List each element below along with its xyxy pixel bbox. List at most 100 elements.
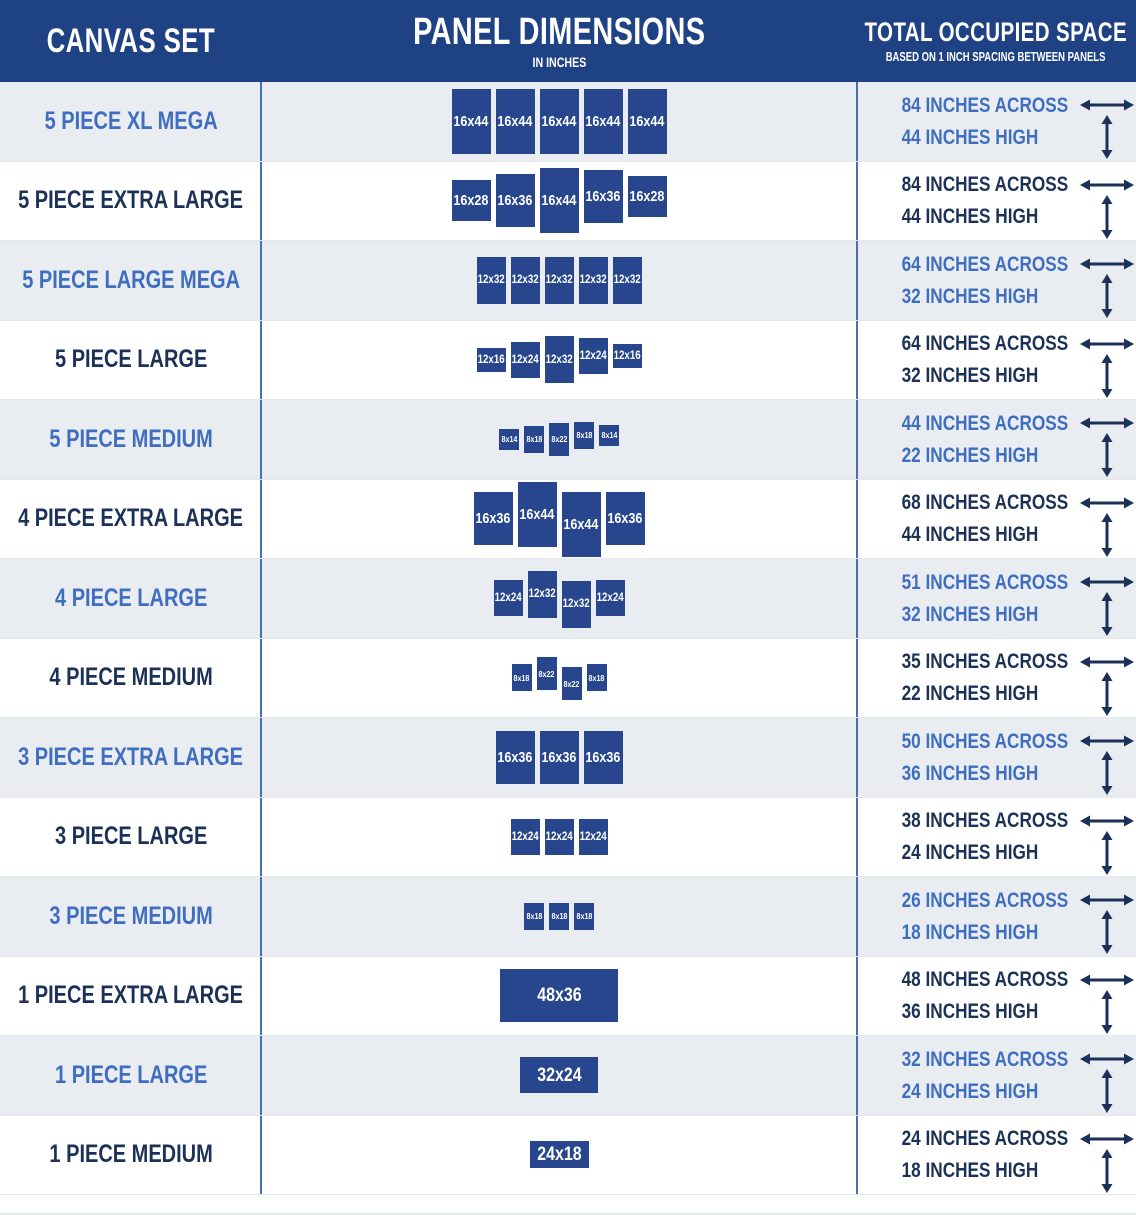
- canvas-panel: 8x22: [536, 657, 557, 691]
- total-across-line: 68 INCHES ACROSS: [882, 487, 1136, 519]
- canvas-set-label: 5 PIECE XL MEGA: [44, 106, 218, 135]
- canvas-panel: 8x18: [511, 664, 532, 692]
- total-high-line: 22 INCHES HIGH: [882, 671, 1136, 716]
- total-across-label: 44 INCHES ACROSS: [901, 410, 1069, 435]
- vertical-double-arrow-icon: [1078, 274, 1136, 319]
- canvas-panel: 16x36: [495, 730, 535, 784]
- header-title-canvas-set: CANVAS SET: [46, 22, 216, 60]
- table-body: 5 PIECE XL MEGA 16x44 16x44 16x44 16x44 16x44…: [0, 82, 1136, 1195]
- total-occupied-space-cell: 24 INCHES ACROSS 18 INCHES HIGH: [856, 1115, 1136, 1195]
- total-occupied-space-cell: 50 INCHES ACROSS 36 INCHES HIGH: [856, 718, 1136, 797]
- panel-size-label: 8x22: [538, 668, 555, 679]
- panel-size-label: 8x18: [551, 911, 567, 921]
- table-row: 5 PIECE EXTRA LARGE 16x28 16x36 16x44 16x36 1…: [0, 161, 1136, 241]
- canvas-panel: 12x16: [612, 343, 642, 368]
- canvas-set-label: 4 PIECE EXTRA LARGE: [18, 504, 244, 533]
- horizontal-double-arrow-icon: [1078, 653, 1136, 671]
- panel-size-label: 8x18: [513, 672, 530, 683]
- panel-size-label: 12x16: [477, 352, 505, 366]
- canvas-set-cell: 3 PIECE MEDIUM: [0, 877, 262, 956]
- total-across-line: 48 INCHES ACROSS: [882, 964, 1136, 996]
- panel-size-label: 16x44: [541, 112, 577, 130]
- panel-size-label: 16x36: [497, 748, 533, 766]
- header-cell-canvas-set: CANVAS SET: [0, 0, 262, 82]
- canvas-panel: 16x36: [539, 730, 579, 784]
- total-across-label: 38 INCHES ACROSS: [901, 808, 1069, 832]
- canvas-set-cell: 1 PIECE LARGE: [0, 1036, 262, 1115]
- total-occupied-space-cell: 64 INCHES ACROSS 32 INCHES HIGH: [856, 241, 1136, 320]
- vertical-double-arrow-icon: [1078, 433, 1136, 478]
- canvas-panel: 16x44: [539, 88, 579, 154]
- canvas-panel: 16x44: [517, 482, 557, 548]
- canvas-panel: 16x44: [451, 88, 491, 154]
- panel-group: 8x18 8x18 8x18: [262, 877, 856, 956]
- horizontal-double-arrow-icon: [1078, 732, 1136, 750]
- panel-size-label: 16x28: [453, 192, 489, 210]
- table-row: 3 PIECE LARGE 12x24 12x24 12x24 38 INCHES AC…: [0, 797, 1136, 877]
- total-across-label: 84 INCHES ACROSS: [901, 92, 1069, 117]
- canvas-panel: 24x18: [529, 1141, 589, 1169]
- panel-diagram-cell: 24x18: [262, 1116, 856, 1195]
- panel-size-label: 32x24: [536, 1064, 582, 1086]
- vertical-double-arrow-icon: [1078, 353, 1136, 398]
- total-occupied-space-cell: 48 INCHES ACROSS 36 INCHES HIGH: [856, 956, 1136, 1036]
- vertical-double-arrow-icon: [1078, 989, 1136, 1034]
- total-across-line: 84 INCHES ACROSS: [882, 169, 1136, 201]
- panel-diagram-cell: 16x36 16x36 16x36: [262, 718, 856, 797]
- vertical-double-arrow-icon: [1078, 1069, 1136, 1114]
- vertical-double-arrow-icon: [1078, 194, 1136, 239]
- total-occupied-space-cell: 38 INCHES ACROSS 24 INCHES HIGH: [856, 797, 1136, 877]
- canvas-panel: 12x32: [476, 256, 506, 304]
- panel-size-label: 16x36: [475, 510, 511, 528]
- panel-diagram-cell: 8x18 8x22 8x22 8x18: [262, 639, 856, 718]
- total-high-line: 32 INCHES HIGH: [882, 353, 1136, 398]
- total-high-line: 24 INCHES HIGH: [882, 1069, 1136, 1114]
- total-high-label: 44 INCHES HIGH: [901, 204, 1039, 228]
- total-across-line: 32 INCHES ACROSS: [882, 1043, 1136, 1075]
- panel-group: 12x24 12x32 12x32 12x24: [262, 559, 856, 638]
- panel-group: 48x36: [262, 957, 856, 1036]
- table-row: 3 PIECE EXTRA LARGE 16x36 16x36 16x36 50 INC…: [0, 718, 1136, 798]
- canvas-panel: 12x24: [578, 818, 608, 855]
- panel-group: 16x44 16x44 16x44 16x44 16x44: [262, 82, 856, 161]
- panel-diagram-cell: 12x32 12x32 12x32 12x32 12x32: [262, 241, 856, 320]
- panel-size-label: 8x18: [576, 911, 592, 921]
- canvas-panel: 16x28: [451, 180, 491, 222]
- canvas-panel: 12x32: [544, 256, 574, 304]
- canvas-set-label: 4 PIECE MEDIUM: [49, 663, 213, 692]
- total-across-label: 50 INCHES ACROSS: [901, 728, 1069, 753]
- total-across-label: 24 INCHES ACROSS: [901, 1126, 1069, 1150]
- canvas-set-cell: 1 PIECE EXTRA LARGE: [0, 956, 262, 1036]
- canvas-panel: 12x24: [510, 341, 540, 378]
- canvas-panel: 12x32: [510, 256, 540, 304]
- bottom-divider: [0, 1213, 1136, 1215]
- total-across-line: 44 INCHES ACROSS: [882, 407, 1136, 439]
- horizontal-double-arrow-icon: [1078, 971, 1136, 989]
- panel-group: 16x36 16x44 16x44 16x36: [262, 480, 856, 559]
- canvas-panel: 16x44: [495, 88, 535, 154]
- panel-size-label: 8x14: [601, 430, 617, 440]
- total-high-label: 44 INCHES HIGH: [901, 124, 1039, 149]
- total-across-line: 84 INCHES ACROSS: [882, 89, 1136, 121]
- panel-diagram-cell: 16x36 16x44 16x44 16x36: [262, 480, 856, 559]
- canvas-panel: 8x18: [586, 664, 607, 692]
- canvas-set-label: 5 PIECE LARGE MEGA: [22, 265, 240, 294]
- vertical-double-arrow-icon: [1078, 115, 1136, 160]
- total-high-label: 44 INCHES HIGH: [901, 522, 1039, 546]
- canvas-set-label: 5 PIECE EXTRA LARGE: [18, 186, 244, 215]
- panel-diagram-cell: 12x24 12x32 12x32 12x24: [262, 559, 856, 638]
- total-occupied-space-cell: 44 INCHES ACROSS 22 INCHES HIGH: [856, 400, 1136, 479]
- canvas-set-label: 1 PIECE LARGE: [54, 1060, 208, 1089]
- total-high-label: 18 INCHES HIGH: [901, 919, 1039, 944]
- total-high-line: 44 INCHES HIGH: [882, 115, 1136, 160]
- canvas-set-cell: 5 PIECE LARGE: [0, 320, 262, 400]
- panel-diagram-cell: 12x24 12x24 12x24: [262, 798, 856, 877]
- total-across-line: 35 INCHES ACROSS: [882, 646, 1136, 678]
- panel-size-label: 12x32: [477, 273, 505, 287]
- canvas-panel: 12x24: [595, 580, 625, 617]
- panel-size-label: 16x44: [453, 112, 489, 130]
- total-across-line: 26 INCHES ACROSS: [882, 884, 1136, 916]
- total-across-line: 38 INCHES ACROSS: [882, 805, 1136, 837]
- panel-size-label: 12x32: [528, 587, 556, 601]
